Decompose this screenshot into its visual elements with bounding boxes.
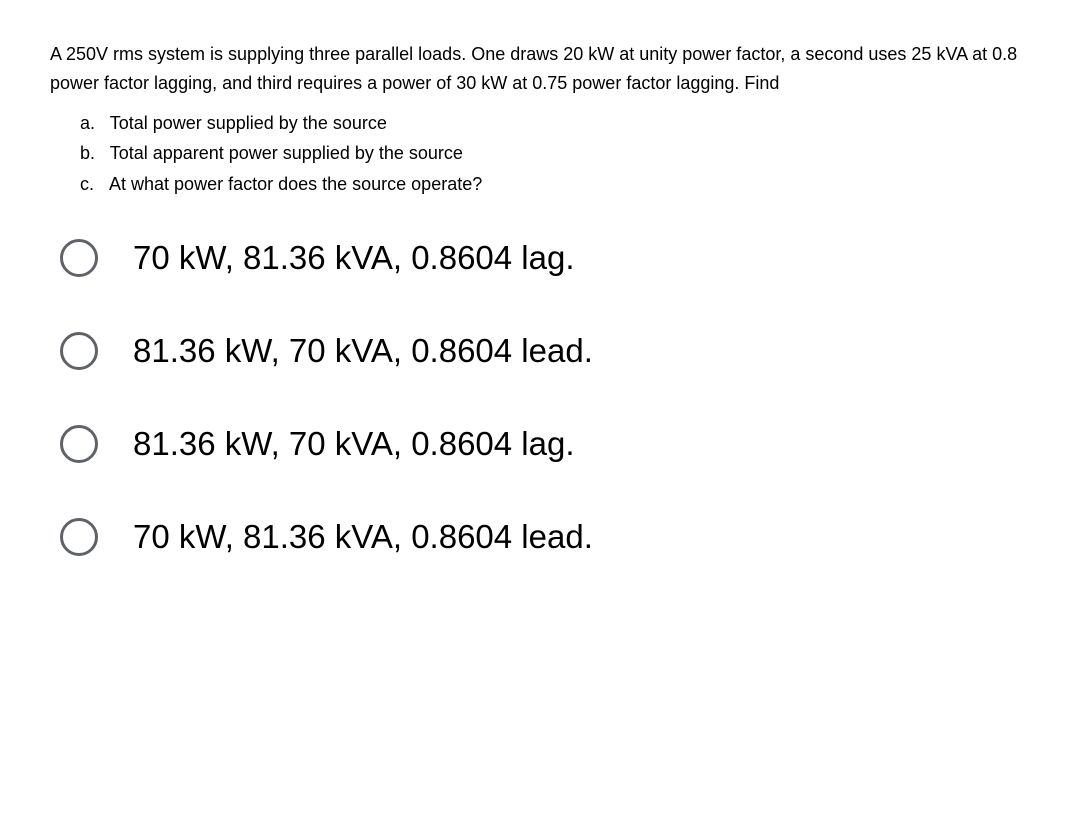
option-4[interactable]: 70 kW, 81.36 kVA, 0.8604 lead. xyxy=(60,518,1029,556)
option-2-text: 81.36 kW, 70 kVA, 0.8604 lead. xyxy=(133,332,593,370)
radio-icon[interactable] xyxy=(60,239,98,277)
option-3-text: 81.36 kW, 70 kVA, 0.8604 lag. xyxy=(133,425,575,463)
radio-icon[interactable] xyxy=(60,425,98,463)
option-1[interactable]: 70 kW, 81.36 kVA, 0.8604 lag. xyxy=(60,239,1029,277)
sub-questions-list: a. Total power supplied by the source b.… xyxy=(80,108,1029,200)
options-container: 70 kW, 81.36 kVA, 0.8604 lag. 81.36 kW, … xyxy=(60,239,1029,556)
sub-label-b: b. xyxy=(80,138,105,169)
sub-question-a: a. Total power supplied by the source xyxy=(80,108,1029,139)
option-3[interactable]: 81.36 kW, 70 kVA, 0.8604 lag. xyxy=(60,425,1029,463)
sub-question-b: b. Total apparent power supplied by the … xyxy=(80,138,1029,169)
sub-text-b: Total apparent power supplied by the sou… xyxy=(110,143,463,163)
question-main-text: A 250V rms system is supplying three par… xyxy=(50,40,1029,98)
option-2[interactable]: 81.36 kW, 70 kVA, 0.8604 lead. xyxy=(60,332,1029,370)
sub-question-c: c. At what power factor does the source … xyxy=(80,169,1029,200)
sub-text-a: Total power supplied by the source xyxy=(110,113,387,133)
option-4-text: 70 kW, 81.36 kVA, 0.8604 lead. xyxy=(133,518,593,556)
radio-icon[interactable] xyxy=(60,332,98,370)
sub-text-c: At what power factor does the source ope… xyxy=(109,174,482,194)
radio-icon[interactable] xyxy=(60,518,98,556)
option-1-text: 70 kW, 81.36 kVA, 0.8604 lag. xyxy=(133,239,575,277)
sub-label-c: c. xyxy=(80,169,105,200)
sub-label-a: a. xyxy=(80,108,105,139)
